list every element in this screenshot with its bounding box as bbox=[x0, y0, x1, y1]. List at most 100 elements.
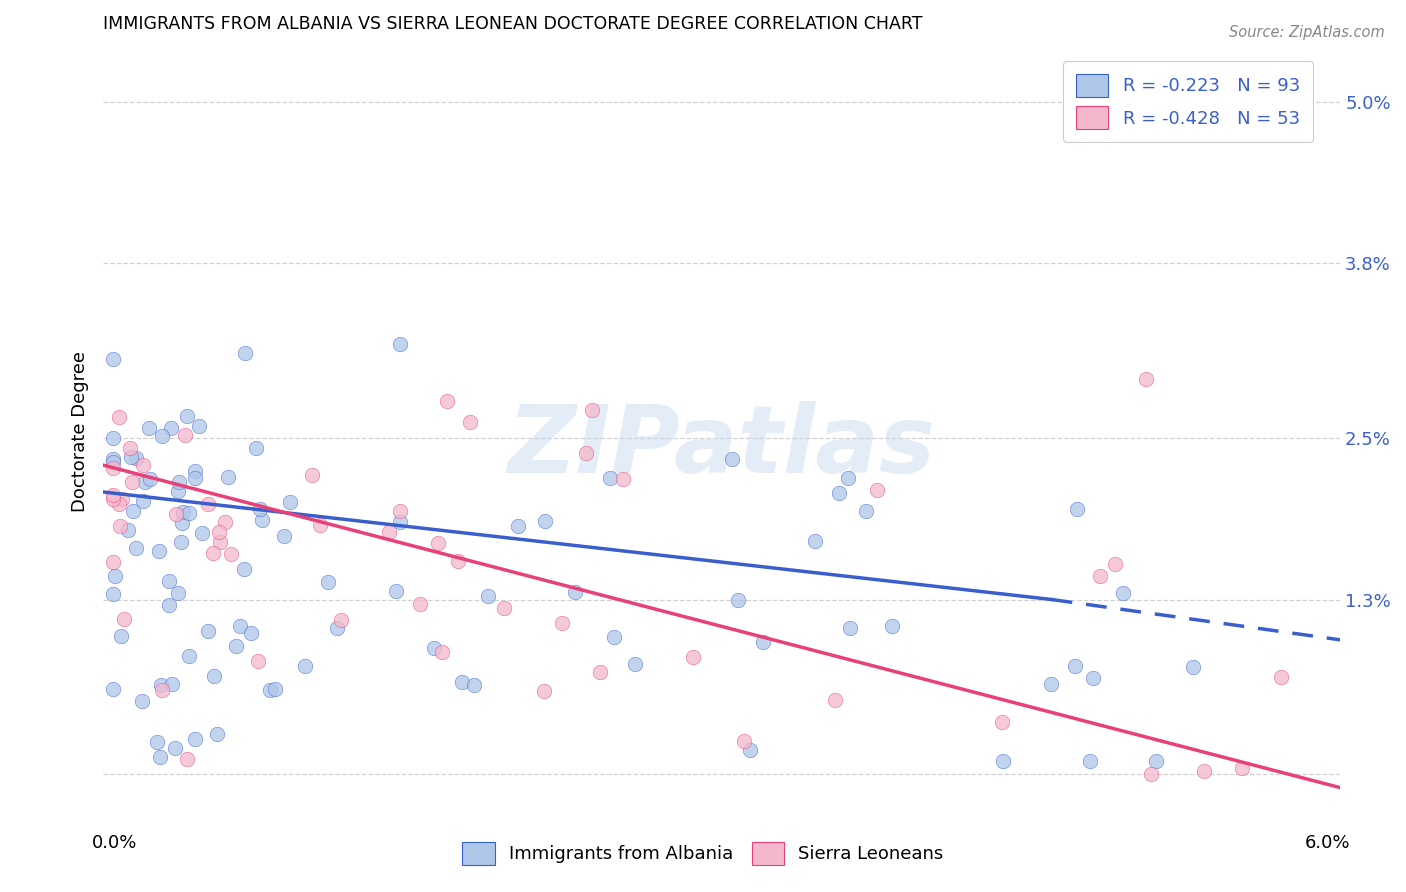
Point bbox=[209, 534, 232, 549]
Point bbox=[824, 693, 846, 707]
Point bbox=[160, 421, 183, 435]
Point bbox=[733, 734, 755, 748]
Point bbox=[430, 644, 453, 658]
Point bbox=[855, 503, 877, 517]
Point bbox=[176, 752, 198, 766]
Point bbox=[121, 450, 143, 464]
Point bbox=[149, 750, 172, 764]
Point bbox=[603, 630, 626, 644]
Point bbox=[103, 492, 125, 507]
Point bbox=[423, 640, 446, 655]
Point bbox=[104, 569, 127, 583]
Point bbox=[103, 351, 125, 366]
Text: 0.0%: 0.0% bbox=[91, 834, 136, 852]
Point bbox=[1083, 671, 1105, 685]
Point bbox=[866, 483, 889, 498]
Point bbox=[427, 535, 450, 549]
Point bbox=[477, 590, 499, 604]
Point bbox=[233, 346, 256, 360]
Text: Source: ZipAtlas.com: Source: ZipAtlas.com bbox=[1229, 25, 1385, 40]
Point bbox=[1182, 660, 1205, 674]
Point bbox=[197, 497, 219, 511]
Point bbox=[103, 555, 125, 569]
Point bbox=[184, 471, 207, 485]
Point bbox=[263, 682, 285, 697]
Point bbox=[167, 475, 190, 490]
Point bbox=[991, 754, 1014, 768]
Point bbox=[118, 441, 141, 455]
Point bbox=[152, 428, 174, 442]
Point bbox=[250, 513, 273, 527]
Point bbox=[150, 682, 173, 697]
Point bbox=[132, 458, 155, 472]
Point bbox=[103, 451, 125, 466]
Point bbox=[599, 471, 621, 485]
Point bbox=[179, 506, 201, 520]
Point bbox=[738, 743, 761, 757]
Point bbox=[214, 515, 236, 529]
Point bbox=[170, 535, 193, 549]
Point bbox=[103, 488, 125, 502]
Point bbox=[294, 658, 316, 673]
Text: 6.0%: 6.0% bbox=[1305, 834, 1350, 852]
Point bbox=[197, 624, 219, 639]
Point bbox=[533, 683, 555, 698]
Point bbox=[111, 491, 134, 506]
Point bbox=[624, 657, 647, 672]
Point bbox=[245, 442, 267, 456]
Point bbox=[494, 601, 516, 615]
Point bbox=[232, 561, 254, 575]
Point bbox=[325, 621, 347, 635]
Point bbox=[828, 485, 851, 500]
Point bbox=[1140, 767, 1163, 781]
Legend: Immigrants from Albania, Sierra Leoneans: Immigrants from Albania, Sierra Leoneans bbox=[456, 835, 950, 872]
Point bbox=[1144, 754, 1167, 768]
Point bbox=[225, 639, 247, 653]
Point bbox=[138, 420, 160, 434]
Point bbox=[239, 626, 262, 640]
Point bbox=[103, 431, 125, 445]
Point bbox=[217, 470, 239, 484]
Point bbox=[385, 584, 408, 599]
Point bbox=[157, 574, 180, 588]
Point bbox=[108, 497, 131, 511]
Point bbox=[451, 675, 474, 690]
Point bbox=[139, 472, 162, 486]
Point bbox=[1230, 761, 1253, 775]
Point bbox=[1088, 568, 1111, 582]
Point bbox=[721, 452, 744, 467]
Point bbox=[103, 587, 125, 601]
Point bbox=[389, 336, 412, 351]
Point bbox=[121, 504, 143, 518]
Point bbox=[146, 735, 169, 749]
Point bbox=[309, 518, 332, 533]
Point bbox=[682, 650, 704, 665]
Point bbox=[183, 731, 205, 746]
Point bbox=[219, 548, 242, 562]
Y-axis label: Doctorate Degree: Doctorate Degree bbox=[72, 351, 89, 512]
Point bbox=[447, 554, 470, 568]
Point bbox=[388, 515, 411, 529]
Point bbox=[838, 621, 860, 635]
Point bbox=[202, 669, 225, 683]
Legend: R = -0.223   N = 93, R = -0.428   N = 53: R = -0.223 N = 93, R = -0.428 N = 53 bbox=[1063, 62, 1313, 142]
Point bbox=[1039, 677, 1062, 691]
Point bbox=[103, 461, 125, 475]
Point bbox=[458, 415, 481, 429]
Point bbox=[581, 403, 603, 417]
Point bbox=[132, 494, 155, 508]
Point bbox=[249, 502, 271, 516]
Point bbox=[173, 427, 195, 442]
Point bbox=[134, 475, 156, 489]
Point bbox=[229, 619, 252, 633]
Point bbox=[1270, 670, 1292, 684]
Point bbox=[804, 533, 827, 548]
Point bbox=[316, 574, 339, 589]
Point bbox=[103, 682, 125, 697]
Point bbox=[103, 455, 125, 469]
Point bbox=[575, 446, 598, 460]
Point bbox=[159, 598, 181, 612]
Point bbox=[990, 714, 1012, 729]
Point bbox=[117, 523, 139, 537]
Point bbox=[166, 586, 188, 600]
